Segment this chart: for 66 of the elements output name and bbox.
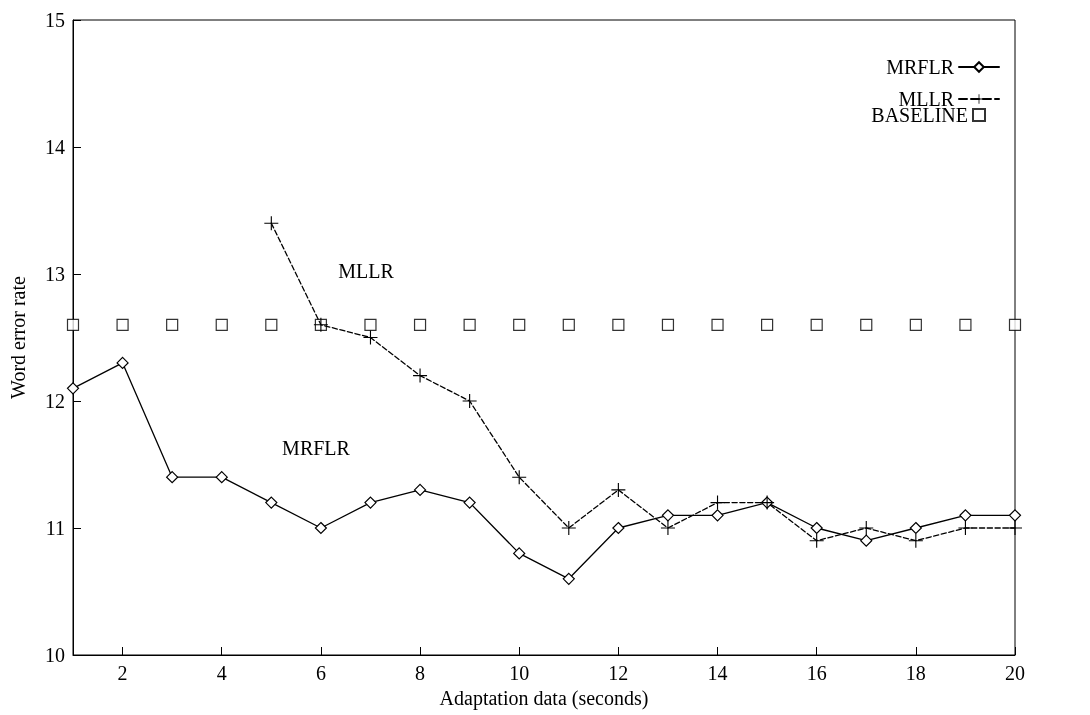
- x-axis-title: Adaptation data (seconds): [439, 686, 649, 710]
- point: [959, 318, 972, 331]
- point: [166, 471, 179, 484]
- y-tick-label: 11: [45, 517, 65, 539]
- y-tick-label: 15: [45, 9, 65, 31]
- x-tick-label: 6: [315, 662, 326, 684]
- point: [513, 547, 526, 560]
- point: [265, 496, 278, 509]
- point: [711, 318, 724, 331]
- legend-label: MRFLR: [886, 56, 955, 78]
- point: [1008, 318, 1022, 331]
- point: [612, 318, 625, 331]
- x-tick-label: 16: [806, 662, 827, 684]
- point: [661, 509, 675, 522]
- point: [661, 318, 675, 331]
- point: [463, 496, 476, 509]
- point: [413, 318, 427, 331]
- point: [116, 356, 129, 369]
- point: [859, 521, 874, 535]
- point: [562, 318, 575, 331]
- x-tick-label: 18: [905, 662, 926, 684]
- x-tick-label: 10: [509, 662, 530, 684]
- annotation: MLLR: [338, 260, 395, 282]
- point: [1008, 521, 1022, 535]
- point: [215, 318, 228, 331]
- point: [66, 318, 80, 331]
- point: [860, 318, 873, 331]
- y-tick-label: 14: [45, 136, 65, 158]
- point: [364, 496, 377, 509]
- point: [909, 521, 922, 535]
- x-tick-label: 8: [415, 662, 426, 684]
- point: [612, 521, 625, 535]
- point: [513, 318, 526, 331]
- y-tick-label: 12: [45, 390, 65, 412]
- point: [959, 509, 972, 522]
- point: [860, 534, 873, 547]
- point: [562, 572, 575, 585]
- point: [711, 509, 724, 522]
- point: [810, 521, 823, 535]
- point: [413, 368, 428, 383]
- x-tick-label: 12: [608, 662, 629, 684]
- x-tick-label: 20: [1005, 662, 1025, 684]
- point: [462, 394, 477, 408]
- x-tick-label: 2: [117, 662, 128, 684]
- point: [413, 483, 427, 496]
- annotation: MRFLR: [282, 437, 351, 459]
- point: [166, 318, 179, 331]
- y-tick-label: 10: [45, 644, 65, 666]
- point: [810, 318, 823, 331]
- point: [66, 382, 80, 395]
- point: [364, 318, 377, 331]
- y-axis-title: Word error rate: [7, 276, 29, 399]
- point: [909, 318, 922, 331]
- point: [463, 318, 476, 331]
- point: [215, 471, 228, 484]
- y-tick-label: 13: [45, 263, 65, 285]
- x-tick-label: 14: [707, 662, 728, 684]
- point: [265, 318, 278, 331]
- point: [1008, 509, 1022, 522]
- point: [314, 521, 327, 535]
- point: [761, 318, 774, 331]
- point: [116, 318, 129, 331]
- point: [561, 521, 576, 535]
- point: [660, 521, 675, 535]
- x-tick-label: 4: [216, 662, 227, 684]
- point: [958, 521, 973, 535]
